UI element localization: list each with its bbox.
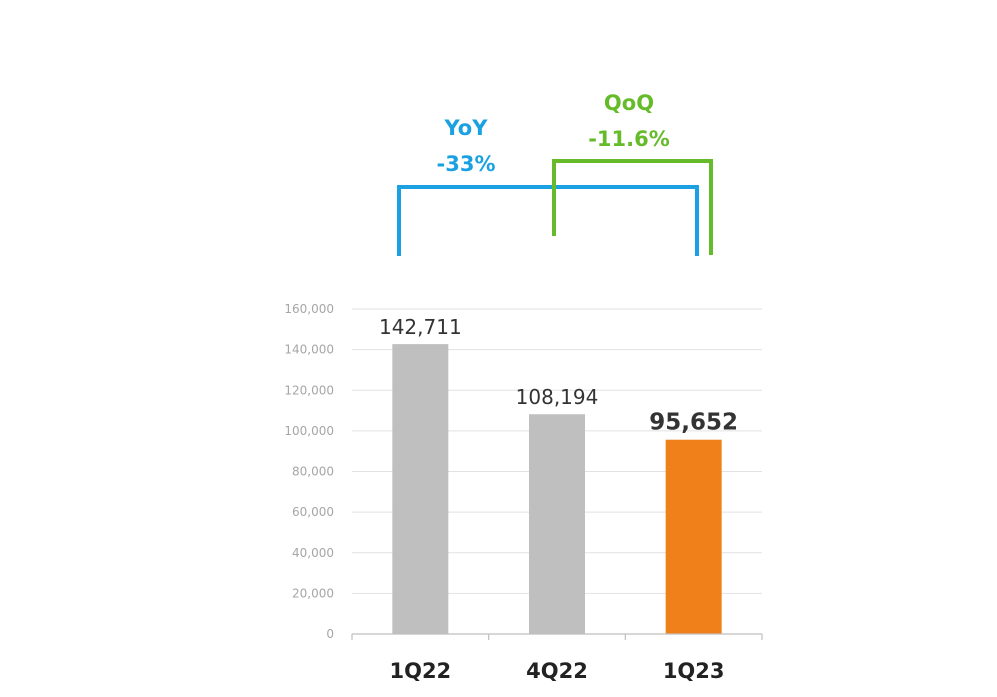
y-tick-label: 40,000 (292, 546, 334, 560)
yoy-annotation: YoY -33% (397, 116, 699, 256)
qoq-value: -11.6% (588, 127, 670, 151)
comparison-annotations: YoY -33% QoQ -11.6% (397, 91, 713, 256)
yoy-label: YoY (444, 116, 489, 140)
bar-1q23 (665, 439, 722, 634)
y-axis-tick-labels: 0 20,000 40,000 60,000 80,000 100,000 120,000 1… (284, 302, 334, 641)
bar-1q22 (392, 344, 449, 634)
category-label-4q22: 4Q22 (526, 659, 588, 683)
qoq-bracket (552, 159, 713, 255)
y-tick-label: 160,000 (284, 302, 334, 316)
y-tick-label: 20,000 (292, 586, 334, 600)
data-label-1q23: 95,652 (649, 410, 738, 436)
bar-4q22 (529, 414, 585, 634)
qoq-annotation: QoQ -11.6% (552, 91, 713, 255)
category-label-1q23: 1Q23 (663, 659, 725, 683)
data-labels: 142,711 108,194 95,652 (379, 315, 738, 436)
y-tick-label: 80,000 (292, 465, 334, 479)
yoy-value: -33% (437, 152, 496, 176)
y-tick-label: 60,000 (292, 505, 334, 519)
category-label-1q22: 1Q22 (389, 659, 451, 683)
category-labels: 1Q22 4Q22 1Q23 (389, 659, 724, 683)
y-tick-label: 140,000 (284, 343, 334, 357)
data-label-4q22: 108,194 (516, 385, 599, 409)
data-label-1q22: 142,711 (379, 315, 462, 339)
qoq-label: QoQ (604, 91, 654, 115)
yoy-bracket (397, 185, 699, 256)
y-tick-label: 100,000 (284, 424, 334, 438)
x-axis (351, 633, 763, 640)
y-tick-label: 0 (326, 627, 334, 641)
y-tick-label: 120,000 (284, 383, 334, 397)
bars (392, 344, 722, 634)
